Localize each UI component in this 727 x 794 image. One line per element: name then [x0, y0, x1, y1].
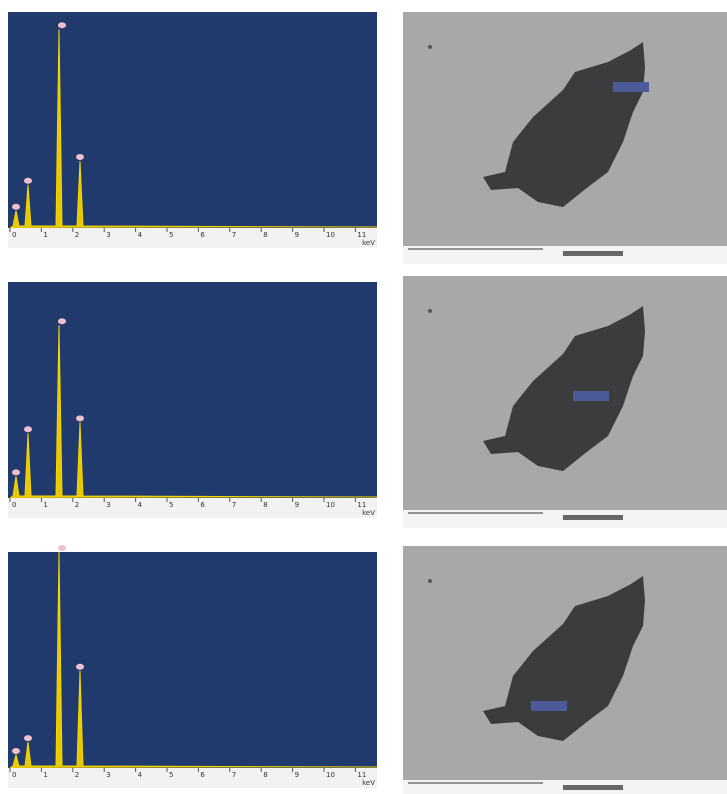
spot-label	[613, 82, 649, 92]
scale-text-block	[563, 515, 623, 520]
axis-strip	[8, 498, 377, 518]
x-tick-label: 2	[75, 231, 79, 239]
x-tick-label: 5	[169, 771, 173, 779]
x-tick-label: 6	[200, 231, 205, 239]
peak-marker	[12, 469, 20, 476]
x-tick-label: 11	[357, 231, 366, 239]
x-tick-label: 4	[138, 771, 143, 779]
x-tick-label: 5	[169, 231, 173, 239]
x-tick-label: 0	[12, 231, 16, 239]
peak-marker	[58, 545, 66, 551]
spectrum-trace	[9, 325, 378, 499]
x-tick-label: 11	[357, 771, 366, 779]
x-tick-label: 2	[75, 771, 79, 779]
peak-marker	[24, 735, 32, 742]
scale-text-block	[563, 785, 623, 790]
plot-area	[8, 12, 377, 228]
x-tick-label: 9	[295, 231, 299, 239]
plot-area	[8, 552, 377, 768]
dust-speck	[428, 45, 432, 49]
axis-strip	[8, 768, 377, 788]
x-tick-label: 6	[200, 501, 205, 509]
x-tick-label: 7	[232, 231, 236, 239]
peak-marker	[76, 415, 84, 422]
spot-label	[573, 391, 609, 401]
x-tick-label: 8	[263, 231, 267, 239]
dust-speck	[428, 579, 432, 583]
x-tick-label: 3	[106, 771, 110, 779]
x-unit: keV	[362, 779, 375, 787]
x-tick-label: 10	[326, 231, 335, 239]
x-tick-label: 1	[43, 771, 47, 779]
peak-marker	[12, 203, 20, 210]
particle	[483, 306, 645, 471]
x-tick-label: 11	[357, 501, 366, 509]
x-tick-label: 8	[263, 501, 267, 509]
plot-area	[8, 282, 377, 498]
peak-marker	[58, 22, 66, 29]
dust-speck	[428, 309, 432, 313]
x-tick-label: 3	[106, 231, 110, 239]
x-tick-label: 0	[12, 771, 16, 779]
sem-image	[403, 276, 727, 528]
peak-marker	[76, 154, 84, 161]
axis-strip	[8, 228, 377, 248]
sem-image	[403, 12, 727, 264]
scale-text-block	[563, 251, 623, 256]
x-tick-label: 10	[326, 501, 335, 509]
x-tick-label: 2	[75, 501, 79, 509]
x-unit: keV	[362, 509, 375, 517]
x-tick-label: 5	[169, 501, 173, 509]
particle	[483, 42, 645, 207]
x-unit: keV	[362, 239, 375, 247]
peak-marker	[12, 748, 20, 755]
spectrum-trace	[9, 551, 378, 769]
particle	[483, 576, 645, 741]
peak-marker	[76, 663, 84, 670]
x-tick-label: 4	[138, 231, 143, 239]
peak-marker	[24, 426, 32, 433]
x-tick-label: 8	[263, 771, 267, 779]
peak-marker	[58, 318, 66, 325]
x-tick-label: 4	[138, 501, 143, 509]
x-tick-label: 6	[200, 771, 205, 779]
x-tick-label: 9	[295, 771, 299, 779]
x-tick-label: 3	[106, 501, 110, 509]
x-tick-label: 0	[12, 501, 16, 509]
x-tick-label: 7	[232, 501, 236, 509]
peak-marker	[24, 177, 32, 184]
spectrum-trace	[9, 29, 378, 229]
spot-label	[531, 701, 567, 711]
x-tick-label: 10	[326, 771, 335, 779]
x-tick-label: 7	[232, 771, 236, 779]
x-tick-label: 9	[295, 501, 299, 509]
sem-image	[403, 546, 727, 794]
x-tick-label: 1	[43, 501, 47, 509]
x-tick-label: 1	[43, 231, 47, 239]
